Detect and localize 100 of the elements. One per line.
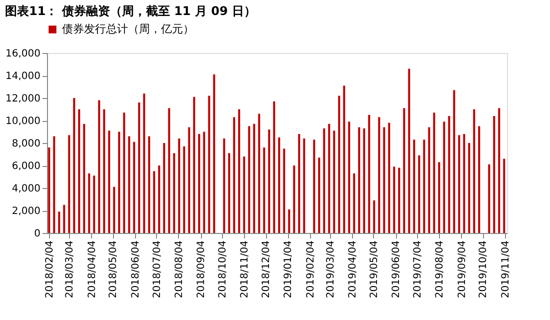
bar — [93, 176, 96, 233]
y-tick-label: 10,000 — [6, 116, 40, 127]
y-tick-label: 14,000 — [6, 71, 40, 82]
y-tick-label: 2,000 — [12, 206, 40, 217]
x-tick-label: 2019/09/04 — [456, 240, 468, 298]
bar — [453, 90, 456, 233]
bar — [298, 134, 300, 233]
bar — [113, 186, 116, 233]
bar — [358, 127, 360, 233]
bar — [198, 134, 200, 233]
bar — [98, 100, 100, 233]
bar — [148, 136, 150, 233]
bar — [363, 128, 366, 233]
bar — [238, 109, 240, 233]
bar — [258, 114, 260, 233]
bar — [473, 109, 476, 233]
bar — [503, 158, 506, 233]
chart-title: 图表11： 债券融资（周，截至 11 月 09 日） — [5, 4, 256, 18]
bar — [78, 109, 80, 233]
bar — [293, 166, 296, 233]
bar — [323, 128, 326, 233]
bar — [353, 173, 356, 233]
bar — [328, 124, 330, 233]
x-tick-label: 2019/06/04 — [391, 240, 402, 298]
bar — [178, 138, 180, 233]
x-tick-label: 2019/05/04 — [368, 240, 380, 298]
x-tick-label: 2019/01/04 — [283, 240, 294, 298]
bar — [53, 136, 56, 233]
bar — [213, 74, 216, 233]
x-tick-label: 2018/08/04 — [174, 240, 185, 298]
y-tick-label: 4,000 — [12, 184, 40, 194]
x-tick-label: 2019/11/04 — [500, 240, 512, 298]
bar — [478, 126, 480, 233]
y-tick-label: 0 — [34, 228, 40, 240]
bar — [173, 153, 176, 233]
bar — [163, 143, 166, 233]
bar — [373, 200, 376, 233]
bar — [108, 130, 110, 233]
bar — [243, 156, 246, 233]
bar — [488, 164, 490, 233]
bar — [428, 127, 430, 233]
bar — [223, 138, 226, 233]
bar — [208, 96, 210, 233]
bar — [423, 140, 426, 233]
bar — [153, 171, 156, 233]
x-tick-label: 2018/05/04 — [108, 240, 120, 298]
bar — [458, 135, 460, 233]
bar — [288, 209, 290, 233]
y-tick-label: 8,000 — [12, 138, 40, 150]
x-tick-label: 2018/02/04 — [44, 240, 56, 298]
bar — [343, 86, 346, 233]
bar — [183, 146, 186, 233]
bar — [133, 142, 136, 233]
bar — [233, 117, 236, 233]
y-tick-label: 12,000 — [6, 94, 40, 104]
bar — [278, 137, 280, 233]
bar — [333, 130, 336, 233]
bar — [253, 124, 256, 233]
bar — [83, 124, 86, 233]
bar — [48, 148, 50, 233]
bar — [168, 108, 170, 233]
bar — [468, 143, 470, 233]
bar — [68, 135, 70, 233]
x-tick-label: 2018/11/04 — [240, 240, 251, 298]
bar — [128, 136, 130, 233]
bar — [448, 116, 450, 233]
bar — [443, 122, 446, 233]
bar — [398, 168, 400, 233]
bar — [338, 96, 340, 233]
bar — [193, 96, 196, 233]
bar — [463, 134, 466, 233]
bar — [378, 117, 380, 233]
bar — [313, 140, 316, 233]
bar — [158, 166, 160, 233]
x-tick-label: 2018/10/04 — [218, 240, 228, 298]
bar — [318, 158, 320, 233]
bar — [138, 102, 140, 233]
bar — [493, 116, 496, 233]
bar — [433, 112, 436, 233]
bar — [123, 112, 126, 233]
x-tick-label: 2018/06/04 — [130, 240, 142, 298]
legend-label: 债券发行总计（周，亿元） — [62, 22, 194, 36]
x-tick-label: 2019/03/04 — [325, 240, 336, 298]
bar — [388, 122, 390, 233]
bar — [368, 114, 370, 233]
bar — [143, 94, 146, 233]
bar — [348, 122, 350, 233]
bar — [283, 148, 286, 233]
bar — [73, 98, 76, 233]
bar — [303, 138, 306, 233]
bar — [403, 108, 406, 233]
bar — [248, 126, 250, 233]
bar — [418, 155, 420, 233]
bar — [58, 212, 60, 233]
bar — [438, 162, 440, 233]
x-tick-label: 2019/08/04 — [434, 240, 446, 298]
x-tick-label: 2019/10/04 — [478, 240, 490, 298]
bar — [88, 173, 90, 233]
x-tick-label: 2018/03/04 — [64, 240, 76, 298]
bar — [203, 132, 206, 233]
